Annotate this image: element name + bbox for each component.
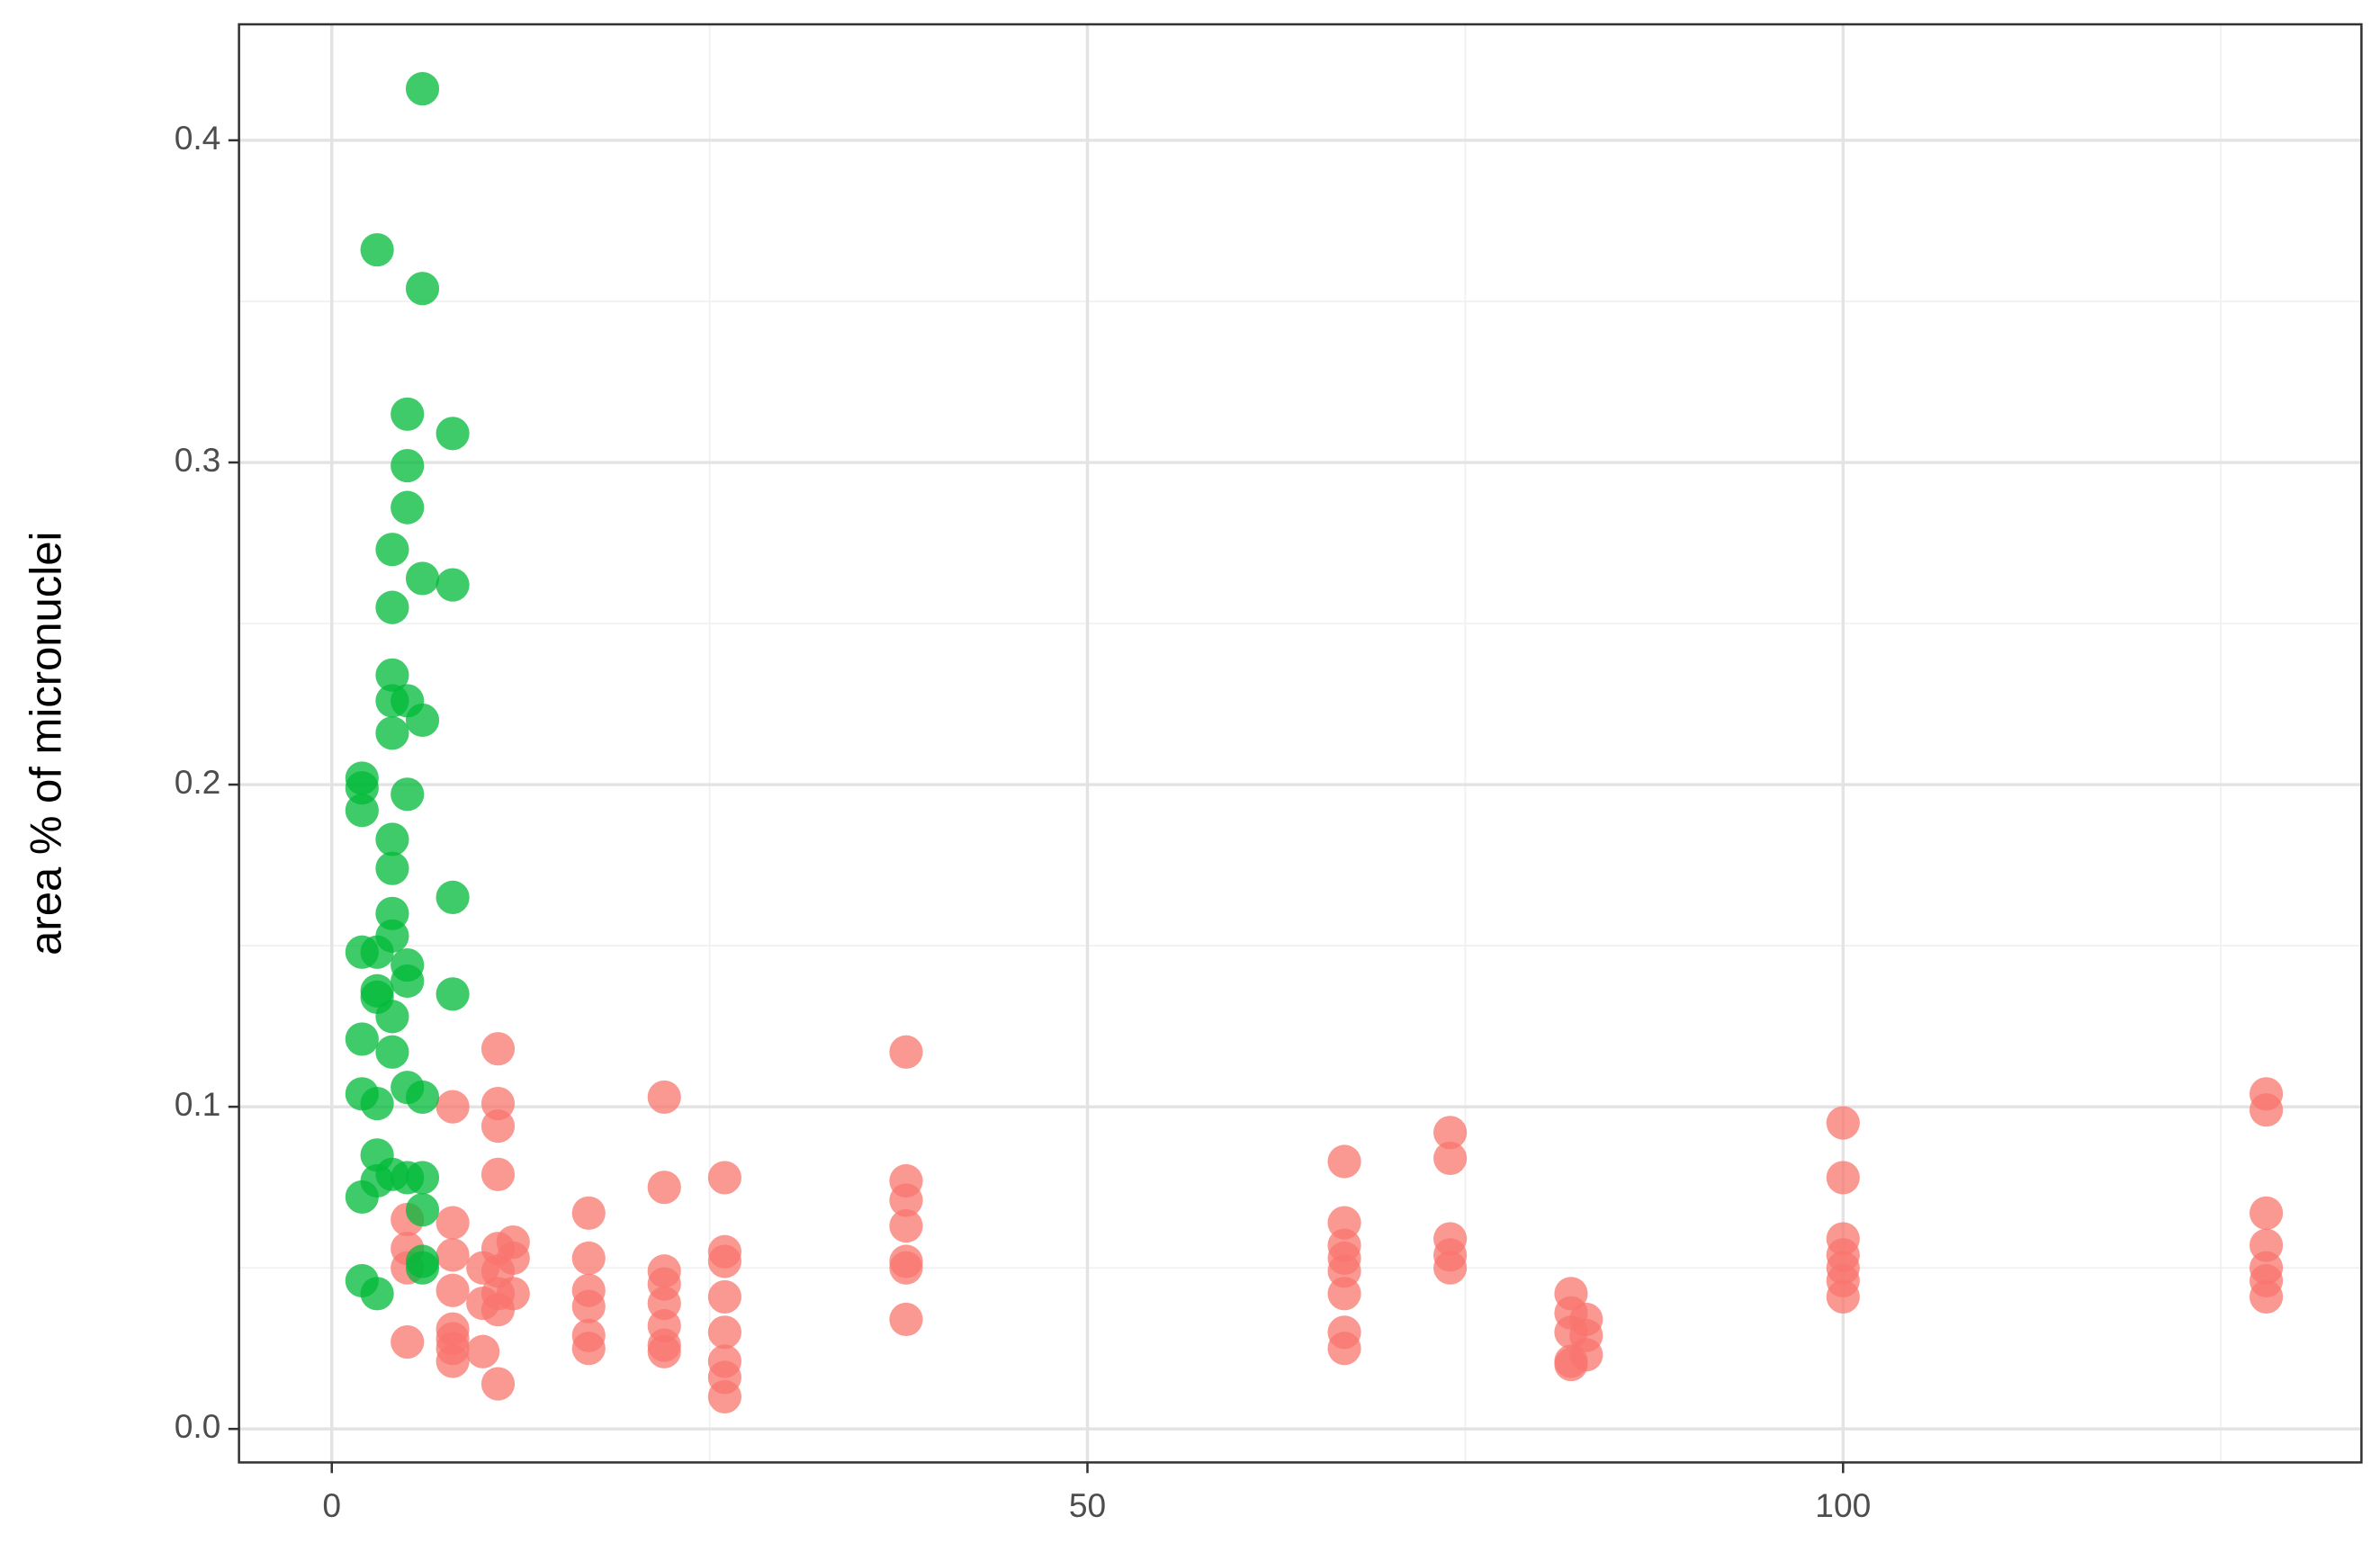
point bbox=[1327, 1332, 1361, 1366]
point bbox=[405, 561, 440, 596]
point bbox=[480, 1367, 516, 1401]
point bbox=[1826, 1161, 1860, 1195]
y-axis-label: area % of micronuclei bbox=[22, 532, 70, 955]
point bbox=[375, 658, 409, 692]
point bbox=[889, 1302, 923, 1337]
point bbox=[2249, 1279, 2284, 1314]
point bbox=[480, 1109, 516, 1144]
x-tick-label: 50 bbox=[1069, 1486, 1106, 1524]
point bbox=[1327, 1277, 1361, 1311]
point bbox=[436, 1344, 470, 1378]
point bbox=[391, 449, 425, 483]
point bbox=[496, 1277, 530, 1311]
point bbox=[405, 72, 440, 106]
point bbox=[889, 1035, 923, 1069]
point bbox=[405, 1251, 440, 1285]
plot-border bbox=[238, 22, 2363, 1464]
point bbox=[405, 1193, 440, 1227]
point bbox=[391, 964, 425, 999]
point bbox=[375, 590, 409, 624]
point bbox=[375, 533, 409, 567]
point bbox=[707, 1379, 742, 1413]
point bbox=[375, 716, 409, 750]
point bbox=[375, 851, 409, 885]
point bbox=[571, 1289, 606, 1323]
point bbox=[571, 1196, 606, 1230]
point bbox=[1433, 1251, 1468, 1285]
point bbox=[571, 1332, 606, 1366]
point bbox=[1433, 1141, 1468, 1176]
point bbox=[707, 1315, 742, 1350]
point bbox=[375, 1000, 409, 1034]
point bbox=[2249, 1196, 2284, 1230]
point bbox=[707, 1279, 742, 1314]
point bbox=[345, 794, 379, 828]
point bbox=[391, 1324, 425, 1359]
point bbox=[1433, 1116, 1468, 1150]
point bbox=[405, 272, 440, 306]
point bbox=[647, 1171, 681, 1205]
point bbox=[345, 1022, 379, 1056]
point bbox=[496, 1241, 530, 1276]
point bbox=[480, 1157, 516, 1191]
point bbox=[571, 1241, 606, 1276]
point bbox=[436, 417, 470, 451]
point bbox=[405, 1161, 440, 1195]
x-tick-label: 100 bbox=[1815, 1486, 1871, 1524]
point bbox=[360, 233, 394, 267]
point bbox=[391, 777, 425, 812]
y-tick-label: 0.1 bbox=[175, 1085, 221, 1123]
point bbox=[375, 1035, 409, 1069]
point bbox=[647, 1334, 681, 1368]
point bbox=[480, 1032, 516, 1066]
point bbox=[436, 568, 470, 602]
point bbox=[436, 1238, 470, 1272]
point bbox=[360, 1277, 394, 1311]
point bbox=[436, 880, 470, 914]
point bbox=[707, 1161, 742, 1195]
point bbox=[2249, 1093, 2284, 1127]
point bbox=[1327, 1144, 1361, 1179]
point bbox=[889, 1251, 923, 1285]
y-tick-label: 0.2 bbox=[175, 763, 221, 801]
point bbox=[707, 1244, 742, 1278]
point bbox=[889, 1209, 923, 1243]
point bbox=[1826, 1106, 1860, 1140]
point bbox=[375, 822, 409, 857]
point bbox=[647, 1080, 681, 1114]
y-tick-label: 0.3 bbox=[175, 441, 221, 479]
point bbox=[466, 1334, 500, 1368]
y-tick-label: 0.4 bbox=[175, 119, 221, 157]
x-tick-label: 0 bbox=[322, 1486, 341, 1524]
point bbox=[1826, 1279, 1860, 1314]
point bbox=[889, 1183, 923, 1217]
point bbox=[436, 1090, 470, 1124]
point bbox=[405, 703, 440, 738]
point bbox=[360, 935, 394, 969]
point bbox=[1569, 1338, 1603, 1372]
y-tick-label: 0.0 bbox=[175, 1407, 221, 1445]
point bbox=[436, 977, 470, 1011]
point bbox=[360, 1086, 394, 1121]
point bbox=[436, 1206, 470, 1240]
point bbox=[391, 397, 425, 431]
point bbox=[391, 490, 425, 525]
point bbox=[436, 1273, 470, 1307]
point bbox=[405, 1080, 440, 1114]
